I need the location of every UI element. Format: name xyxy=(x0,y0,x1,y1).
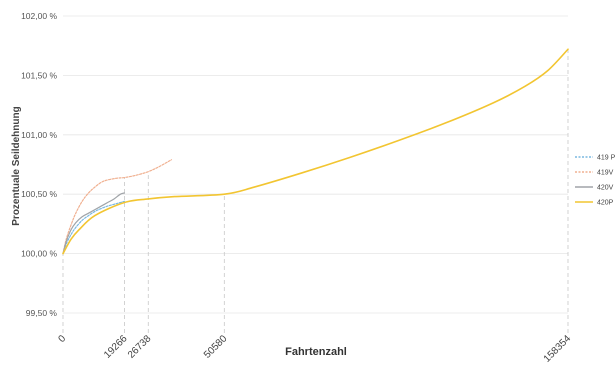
y-tick-label: 100,50 % xyxy=(21,189,57,199)
grid xyxy=(63,15,568,314)
legend-label: 420V xyxy=(597,185,614,192)
x-axis-label: Fahrtenzahl xyxy=(285,346,347,358)
y-axis-label: Prozentuale Seildehnung xyxy=(11,106,22,225)
x-tick-label: 26738 xyxy=(126,333,154,361)
series-line-420p xyxy=(62,48,569,255)
y-axis-ticks: 99,50 % 100,00 % 100,50 % 101,00 % 101,50 % 1… xyxy=(21,11,57,318)
legend-label: 419V xyxy=(597,170,614,177)
y-tick-label: 100,00 % xyxy=(21,249,57,259)
y-tick-label: 99,50 % xyxy=(26,308,58,318)
x-tick-label: 19266 xyxy=(102,333,130,361)
series-line-419v xyxy=(62,159,173,255)
y-tick-label: 101,50 % xyxy=(21,70,57,80)
legend: 419 P 419V 420V 420P xyxy=(575,155,616,207)
series-line-420v xyxy=(62,192,126,255)
x-tick-label: 0 xyxy=(56,333,68,345)
x-tick-label: 50580 xyxy=(202,333,230,361)
legend-label: 420P xyxy=(597,200,614,207)
series-line-419-p xyxy=(62,200,126,255)
x-tick-label: 158354 xyxy=(542,333,574,365)
y-tick-label: 101,00 % xyxy=(21,130,57,140)
y-tick-label: 102,00 % xyxy=(21,11,57,21)
plot-area xyxy=(62,48,569,255)
guide-lines xyxy=(62,49,569,333)
legend-label: 419 P xyxy=(597,155,616,162)
